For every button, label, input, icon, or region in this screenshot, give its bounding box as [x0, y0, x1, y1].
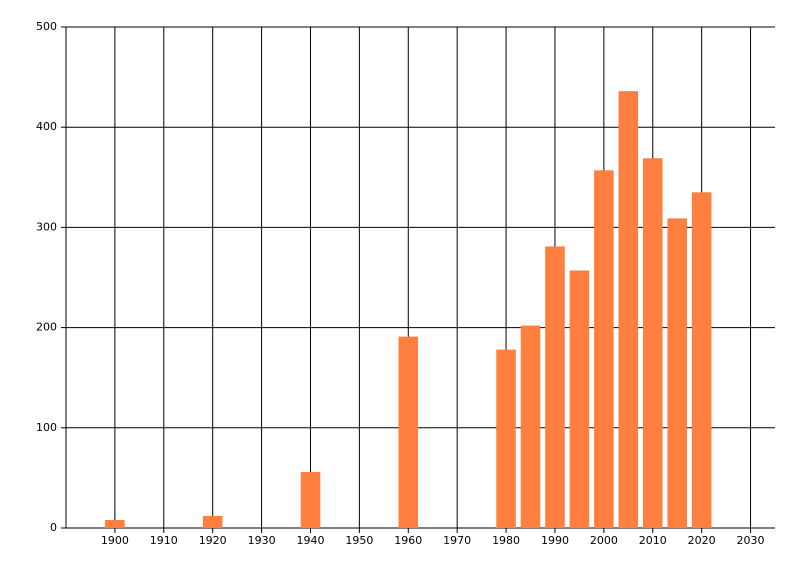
bar — [545, 246, 565, 529]
bar — [202, 515, 223, 528]
x-tick-label: 1940 — [296, 534, 324, 547]
y-tick-label: 400 — [36, 120, 57, 133]
y-tick-label: 200 — [36, 321, 57, 334]
x-tick-label: 1910 — [150, 534, 178, 547]
bar — [667, 218, 687, 528]
y-tick-label: 500 — [36, 20, 57, 33]
x-tick-label: 1970 — [443, 534, 471, 547]
x-tick-label: 1960 — [394, 534, 422, 547]
y-tick-label: 0 — [50, 521, 57, 534]
x-tick-label: 2020 — [688, 534, 716, 547]
x-tick-label: 1980 — [492, 534, 520, 547]
bar — [569, 270, 590, 528]
y-tick-label: 300 — [36, 220, 57, 233]
bar — [105, 519, 125, 528]
bar — [496, 349, 516, 528]
x-tick-label: 2010 — [639, 534, 667, 547]
bar — [594, 170, 614, 528]
y-tick-label: 100 — [36, 421, 57, 434]
x-tick-label: 1950 — [345, 534, 373, 547]
bar — [520, 325, 541, 528]
x-tick-label: 2000 — [590, 534, 618, 547]
x-tick-label: 1990 — [541, 534, 569, 547]
bar — [642, 158, 663, 528]
bar — [618, 91, 639, 529]
x-tick-label: 1930 — [248, 534, 276, 547]
bar — [398, 336, 419, 528]
bar — [300, 471, 321, 528]
x-tick-label: 1920 — [199, 534, 227, 547]
bar — [691, 192, 712, 528]
x-tick-label: 1900 — [101, 534, 129, 547]
x-tick-label: 2030 — [737, 534, 765, 547]
